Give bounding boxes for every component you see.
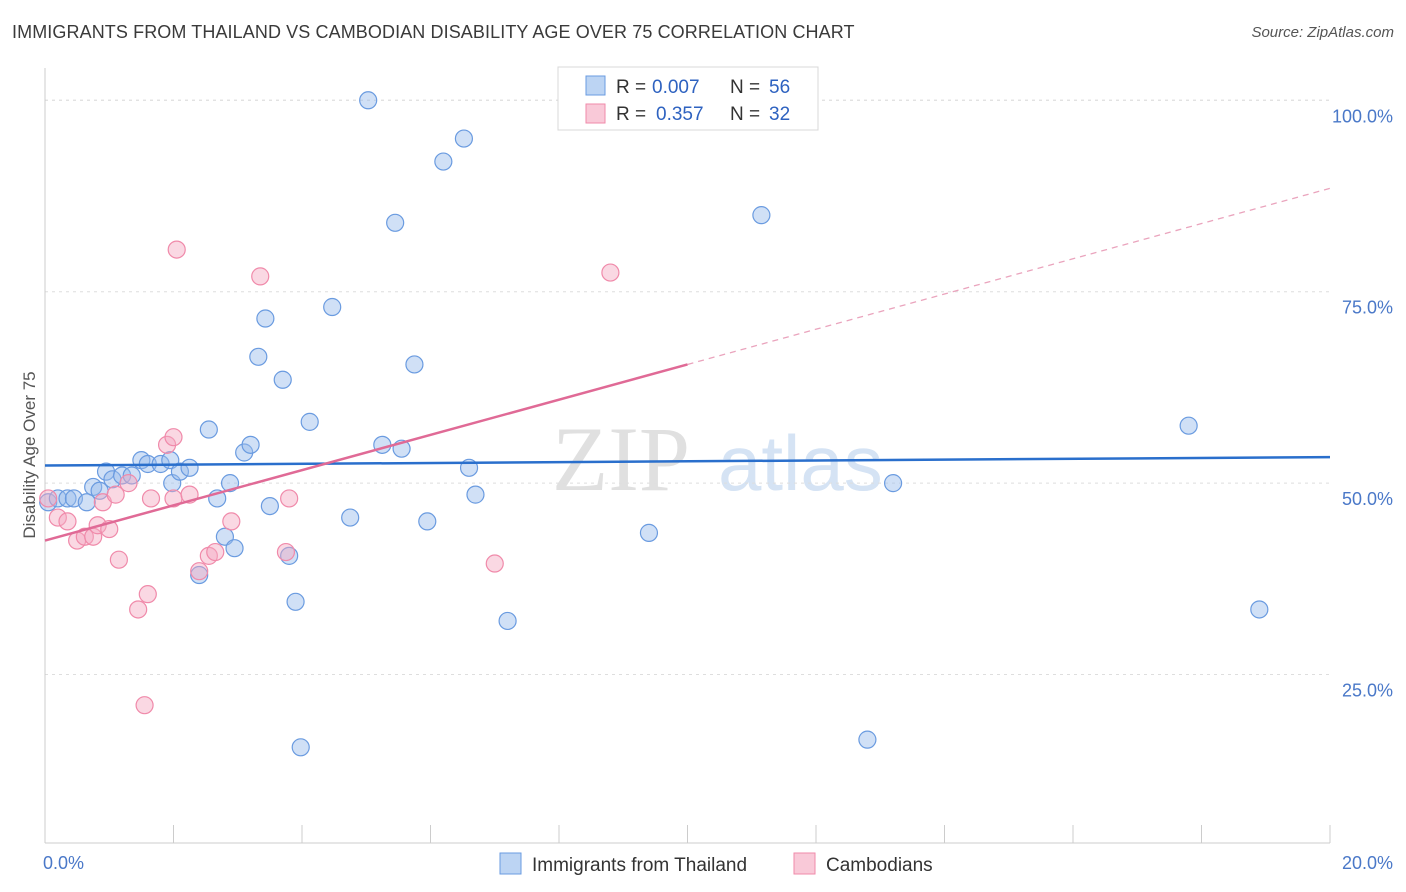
thailand-point: [260, 496, 279, 516]
bottom-legend-label-cambodians: Cambodians: [826, 855, 933, 876]
cambodian-point: [58, 512, 77, 531]
thailand-point: [323, 297, 342, 317]
watermark-zip: ZIP: [552, 408, 690, 510]
thailand-point: [1179, 416, 1198, 435]
thailand-point: [58, 489, 77, 508]
thailand-point: [39, 493, 58, 512]
legend-n-label-1: N =: [730, 77, 760, 98]
thailand-trend-line: [44, 455, 1331, 467]
axes: [44, 68, 1331, 844]
thailand-point: [386, 213, 405, 232]
thailand-point: [225, 539, 244, 558]
thailand-point: [291, 738, 310, 757]
legend-swatch-thailand: [585, 75, 606, 96]
thailand-point: [498, 611, 517, 631]
watermark-atlas: atlas: [718, 419, 883, 507]
thailand-point: [752, 206, 771, 225]
cambodian-point: [48, 508, 67, 527]
x-tick-label-min: 0.0%: [43, 853, 84, 873]
source-label: Source: ZipAtlas.com: [1251, 24, 1394, 41]
cambodian-points: [39, 240, 620, 715]
thailand-point: [341, 508, 360, 527]
thailand-point: [1250, 600, 1269, 619]
legend-n-value-1: 56: [769, 77, 790, 98]
cambodian-point: [222, 512, 241, 531]
thailand-point: [190, 565, 209, 585]
thailand-point: [858, 730, 877, 749]
thailand-point: [359, 91, 378, 110]
cambodian-point: [251, 267, 270, 286]
y-tick-labels: 25.0% 50.0% 75.0% 100.0%: [1332, 106, 1393, 700]
cambodian-point: [138, 585, 157, 604]
cambodian-trend-extension: [687, 187, 1331, 366]
thailand-point: [434, 152, 453, 171]
legend-swatch-cambodians: [585, 103, 606, 124]
trend-lines: [44, 187, 1331, 542]
thailand-point: [170, 462, 190, 481]
cambodian-point: [135, 696, 154, 715]
correlation-legend: R = 0.007 N = 56 R = 0.357 N = 32: [557, 66, 819, 131]
legend-r-label-1: R =: [616, 77, 646, 98]
series-legend: Immigrants from Thailand Cambodians: [499, 852, 933, 876]
cambodian-point: [164, 428, 183, 447]
y-axis-label: Disability Age Over 75: [20, 371, 39, 538]
thailand-point: [405, 355, 424, 374]
thailand-point: [249, 347, 268, 366]
thailand-point: [273, 370, 292, 389]
thailand-point: [454, 129, 474, 148]
cambodian-point: [485, 554, 504, 573]
cambodian-point: [276, 542, 296, 562]
cambodian-point: [141, 489, 161, 508]
cambodian-point: [119, 474, 138, 493]
cambodian-point: [206, 542, 225, 562]
thailand-point: [256, 309, 275, 328]
grid-lines: [45, 99, 1330, 676]
legend-n-value-2: 32: [769, 104, 790, 125]
thailand-point: [286, 592, 305, 611]
thailand-point: [241, 435, 260, 454]
y-tick-label: 75.0%: [1342, 298, 1393, 318]
x-tick-labels: 0.0% 20.0%: [43, 853, 1393, 873]
cambodian-trend-line: [44, 363, 688, 542]
thailand-point: [180, 458, 199, 477]
bottom-legend-swatch-cambodians: [793, 852, 816, 875]
chart-title: IMMIGRANTS FROM THAILAND VS CAMBODIAN DI…: [12, 22, 855, 42]
cambodian-point: [106, 485, 125, 504]
cambodian-point: [129, 600, 148, 619]
thailand-point: [48, 489, 67, 508]
thailand-point: [639, 523, 659, 542]
legend-n-label-2: N =: [730, 104, 760, 125]
legend-r-value-1: 0.007: [652, 77, 700, 98]
bottom-legend-label-thailand: Immigrants from Thailand: [532, 855, 747, 876]
thailand-point: [199, 420, 218, 439]
thailand-points: [39, 91, 1269, 757]
cambodian-point: [39, 489, 58, 508]
y-tick-label: 50.0%: [1342, 489, 1393, 509]
legend-r-label-2: R =: [616, 104, 646, 125]
thailand-point: [883, 474, 903, 493]
cambodian-point: [601, 263, 620, 282]
thailand-point: [77, 493, 96, 512]
thailand-point: [466, 485, 485, 504]
y-tick-label: 25.0%: [1342, 681, 1393, 701]
cambodian-point: [190, 562, 209, 581]
thailand-point: [418, 512, 437, 531]
thailand-point: [300, 412, 319, 431]
y-tick-label: 100.0%: [1332, 106, 1393, 126]
cambodian-point: [280, 489, 299, 508]
bottom-legend-swatch-thailand: [499, 852, 522, 875]
legend-r-value-2: 0.357: [656, 104, 704, 125]
cambodian-point: [109, 550, 128, 569]
cambodian-point: [167, 240, 186, 259]
x-tick-label-max: 20.0%: [1342, 853, 1393, 873]
